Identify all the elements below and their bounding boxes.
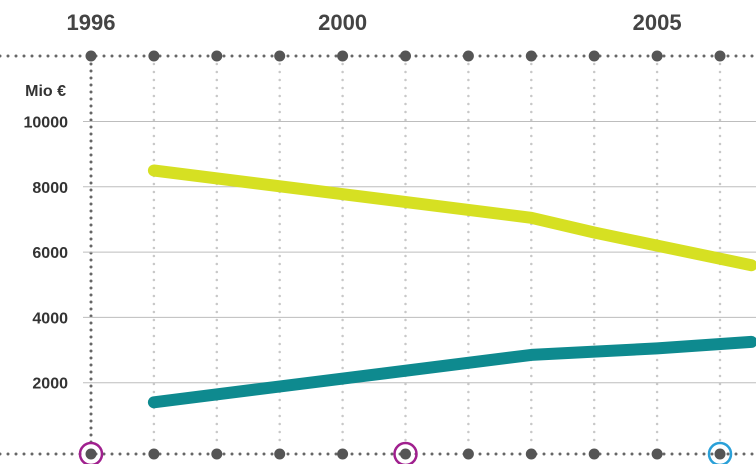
axis-year-dot <box>211 448 223 460</box>
x-year-label: 2000 <box>318 10 367 35</box>
timeline-marker <box>78 441 104 464</box>
axis-year-dot <box>462 50 474 62</box>
y-tick-label: 6000 <box>32 245 68 262</box>
y-tick-label: 10000 <box>24 115 69 132</box>
axis-year-dot <box>651 448 663 460</box>
axis-year-dot <box>337 448 349 460</box>
axis-year-dot <box>148 448 160 460</box>
grid <box>83 62 756 448</box>
timeline-marker <box>707 441 733 464</box>
labels: Mio € 2000 4000 6000 8000 10000 1996 2000 2005 <box>24 10 682 393</box>
axis-year-dot <box>211 50 223 62</box>
axis-year-dot <box>651 50 663 62</box>
unit-label: Mio € <box>25 83 66 100</box>
axis-year-dot <box>525 448 537 460</box>
axis-year-dot <box>400 448 411 460</box>
y-tick-label: 2000 <box>32 376 68 393</box>
axis-year-dot <box>714 50 726 62</box>
x-year-label: 1996 <box>67 10 116 35</box>
axis-year-dot <box>148 50 160 62</box>
series-line-1 <box>147 164 756 272</box>
x-year-label: 2005 <box>633 10 682 35</box>
axis-year-dot <box>714 448 726 460</box>
axis-year-dot <box>462 448 474 460</box>
axis-year-dot <box>337 50 349 62</box>
y-tick-label: 4000 <box>32 310 68 327</box>
axis-year-dot <box>525 50 537 62</box>
axis-year-dot <box>588 50 600 62</box>
markers <box>78 441 733 464</box>
series-line-2 <box>147 335 756 409</box>
series <box>147 164 756 409</box>
axes <box>0 50 756 460</box>
axis-year-dot <box>588 448 600 460</box>
axis-year-dot <box>85 50 97 62</box>
timeline-marker <box>393 441 418 464</box>
y-tick-label: 8000 <box>32 180 68 197</box>
axis-year-dot <box>400 50 411 62</box>
axis-year-dot <box>274 50 286 62</box>
axis-year-dot <box>274 448 286 460</box>
axis-year-dot <box>85 448 97 460</box>
